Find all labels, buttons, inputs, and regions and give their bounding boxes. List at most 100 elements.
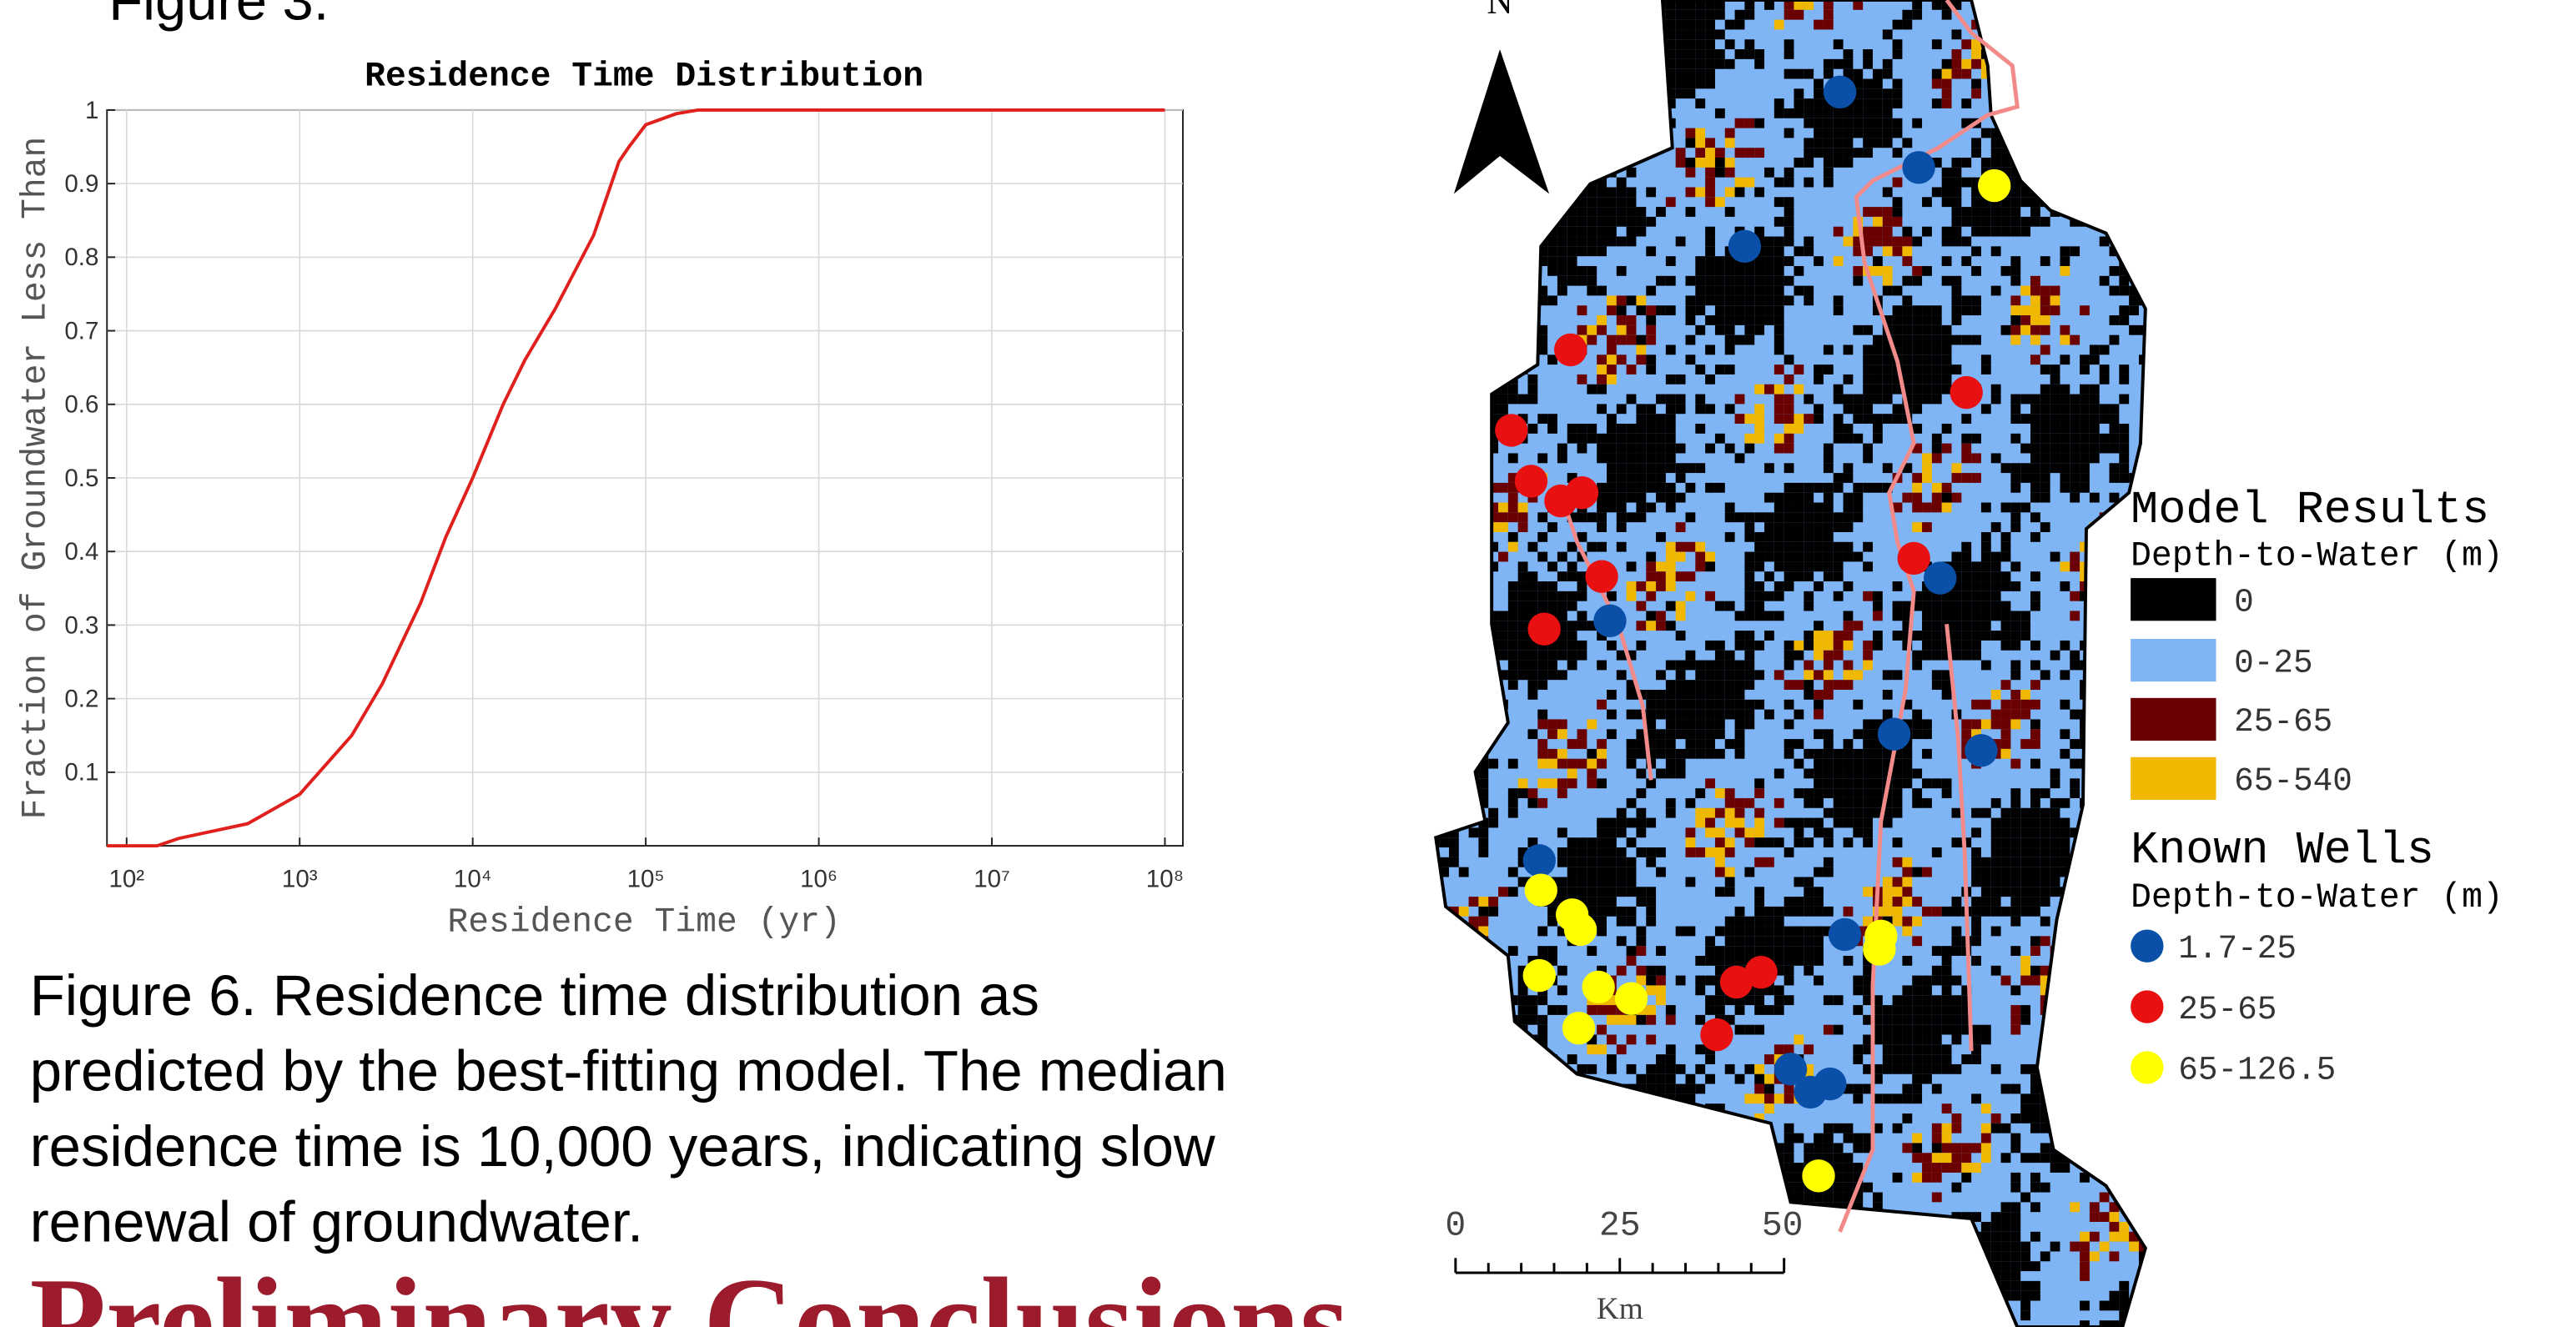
raster-cell [2090,985,2100,995]
raster-cell [1942,79,1952,89]
raster-cell [1686,1202,1696,1212]
raster-cell [1971,561,1981,571]
raster-cell [1695,976,1705,986]
raster-cell [1567,1054,1577,1064]
raster-cell [1873,1193,1883,1203]
raster-cell [1666,1261,1676,1271]
raster-cell [1488,39,1498,49]
raster-cell [1508,345,1518,355]
raster-cell [1952,29,1962,39]
raster-cell [1686,207,1696,217]
raster-cell [1636,295,1646,305]
raster-cell [1449,808,1459,818]
raster-cell [1922,1153,1932,1163]
raster-cell [1695,1133,1705,1144]
raster-cell [1527,1015,1537,1025]
raster-cell [1912,276,1922,286]
raster-cell [1597,148,1607,158]
raster-cell [1893,325,1903,335]
raster-cell [2139,98,2149,108]
raster-cell [1527,1183,1537,1193]
raster-cell [1912,335,1922,345]
raster-cell [1577,325,1587,335]
raster-cell [1508,1044,1518,1054]
raster-cell [2100,404,2110,414]
raster-cell [1971,917,1981,927]
raster-cell [1518,788,1528,798]
raster-cell [1478,345,1488,355]
raster-cell [2090,631,2100,641]
raster-cell [1676,769,1686,779]
raster-cell [2020,877,2030,887]
raster-cell [1774,295,1784,305]
raster-cell [1597,522,1607,532]
well [1924,561,1956,594]
raster-cell [1794,552,1804,562]
raster-cell [1764,927,1774,937]
raster-cell [1902,364,1912,374]
raster-cell [1804,927,1814,937]
raster-cell [1952,1281,1962,1291]
raster-cell [1873,749,1883,759]
raster-cell [1527,345,1537,355]
raster-cell [1547,719,1557,729]
raster-cell [2149,39,2159,49]
raster-cell [1557,0,1567,10]
legend-label: 25-65 [2178,991,2277,1028]
raster-cell [1666,1064,1676,1074]
raster-cell [1557,1222,1567,1232]
raster-cell [1705,178,1715,188]
raster-cell [2060,473,2070,483]
raster-cell [1961,542,1971,552]
raster-cell [1814,148,1824,158]
raster-cell [2020,867,2030,877]
raster-cell [2010,266,2020,276]
raster-cell [1567,837,1577,847]
raster-cell [1666,463,1676,473]
raster-cell [1932,1143,1942,1153]
raster-cell [1429,1232,1439,1242]
raster-cell [1695,1143,1705,1153]
raster-cell [1873,128,1883,138]
raster-cell [1942,483,1952,493]
raster-cell [1952,1251,1962,1261]
raster-cell [2060,98,2070,108]
raster-cell [1824,1281,1834,1291]
raster-cell [1952,641,1962,651]
raster-cell [2100,29,2110,39]
raster-cell [1754,917,1764,927]
raster-cell [1725,138,1735,148]
well [1566,476,1598,509]
raster-cell [2040,1153,2050,1163]
raster-cell [2119,690,2129,700]
raster-cell [1824,1123,1834,1133]
raster-cell [1705,1054,1715,1064]
raster-cell [1932,1251,1942,1261]
raster-cell [1961,178,1971,188]
raster-cell [1863,444,1873,454]
raster-cell [1686,29,1696,39]
raster-cell [2010,1212,2020,1222]
raster-cell [1646,1035,1656,1045]
raster-cell [1686,680,1696,690]
raster-cell [1932,1222,1942,1232]
raster-cell [1695,788,1705,798]
raster-cell [2090,1103,2100,1113]
raster-cell [1537,946,1547,956]
raster-cell [1735,187,1745,197]
raster-cell [2010,404,2020,414]
raster-cell [1883,670,1893,680]
raster-cell [1824,1212,1834,1222]
raster-cell [1991,207,2001,217]
raster-cell [1814,532,1824,542]
raster-cell [1478,237,1488,247]
raster-cell [2110,1291,2120,1301]
well [1898,542,1930,575]
raster-cell [1784,976,1794,986]
raster-cell [1627,197,1637,207]
raster-cell [1715,867,1725,877]
raster-cell [1814,651,1824,661]
raster-cell [1922,335,1932,345]
raster-cell [1834,1153,1844,1163]
raster-cell [1607,364,1617,374]
